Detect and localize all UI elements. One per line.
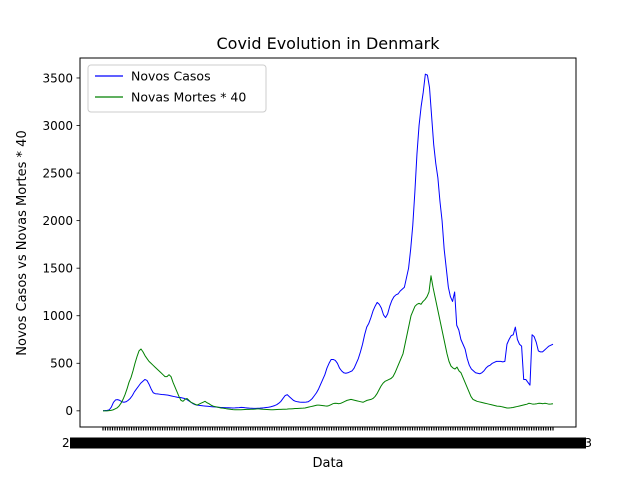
series-line-novos-casos [102,73,554,412]
y-tick-label: 2500 [42,166,73,180]
plot-area [102,73,554,412]
y-axis: 0 500 1000 1500 2000 2500 3000 3500 [42,71,80,418]
y-tick-label: 1000 [42,309,73,323]
y-tick-label: 2000 [42,214,73,228]
x-axis-label: Data [312,456,343,471]
legend-label-novos-casos: Novos Casos [131,69,211,84]
legend-box [87,64,267,113]
y-tick-label: 1500 [42,261,73,275]
legend-label-novas-mortes: Novas Mortes * 40 [131,90,246,105]
y-tick-label: 500 [50,357,73,371]
y-tick-label: 3000 [42,119,73,133]
plot-frame [79,57,577,428]
x-tick-labels-overlap [70,437,586,449]
series-line-novas-mortes [103,275,554,412]
y-tick-label: 3500 [42,71,73,85]
legend: Novos Casos Novas Mortes * 40 [87,64,267,113]
chart-title: Covid Evolution in Denmark [216,34,440,53]
x-tick-label-last: 3 [584,436,592,450]
y-axis-label: Novos Casos vs Novas Mortes * 40 [15,130,30,355]
y-tick-label: 0 [65,404,73,418]
x-tick-label-first: 2 [62,436,70,450]
